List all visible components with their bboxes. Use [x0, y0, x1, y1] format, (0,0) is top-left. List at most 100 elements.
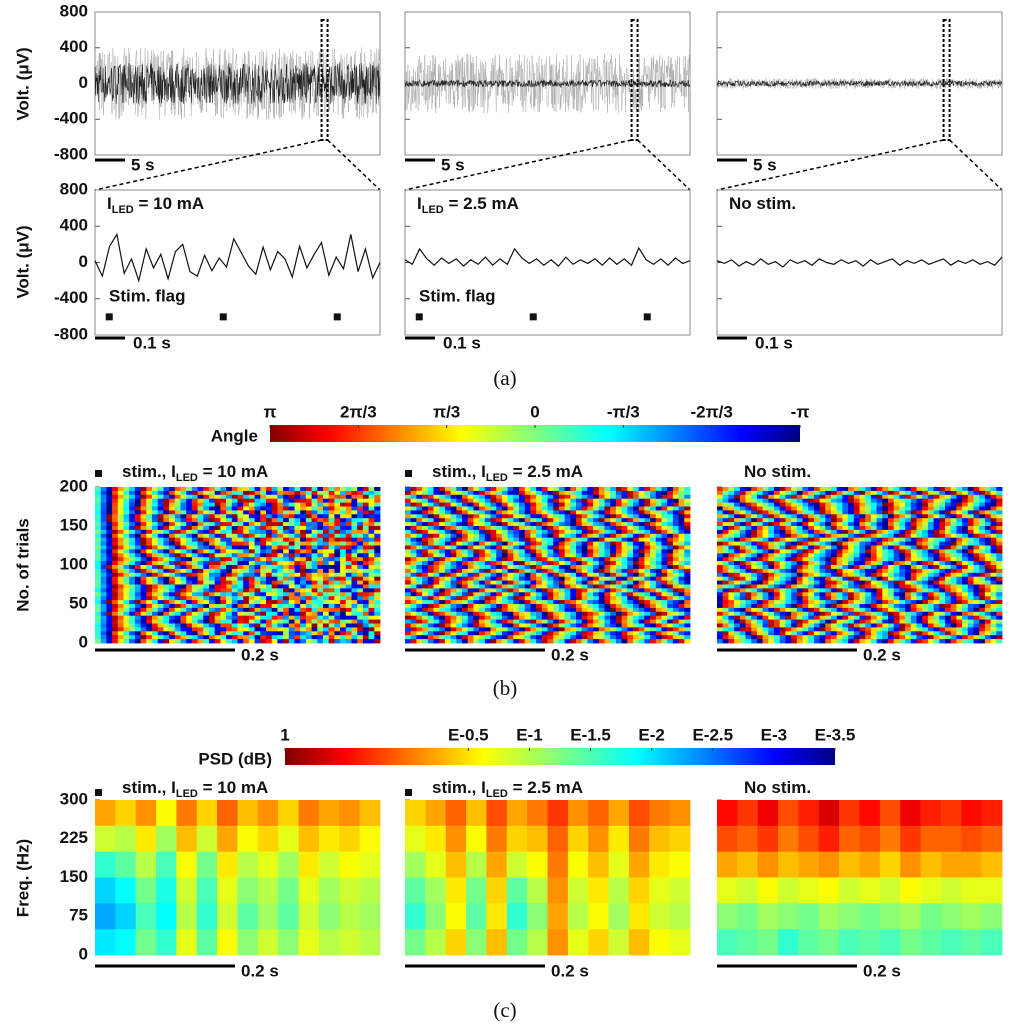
phase-cell: [231, 526, 238, 531]
phase-cell: [351, 514, 358, 519]
phase-cell: [501, 502, 508, 507]
phase-cell: [615, 545, 622, 550]
phase-cell: [146, 639, 153, 644]
phase-cell: [973, 514, 980, 519]
phase-cell: [163, 502, 170, 507]
phase-cell: [174, 529, 181, 535]
phase-cell: [615, 580, 622, 585]
phase-cell: [197, 518, 204, 523]
phase-cell: [524, 565, 531, 570]
phase-cell: [163, 506, 170, 511]
phase-cell: [933, 541, 940, 546]
phase-cell: [507, 529, 514, 535]
phase-cell: [722, 545, 729, 550]
phase-cell: [106, 588, 113, 593]
phase-cell: [791, 494, 798, 500]
phase-cell: [100, 557, 107, 562]
phase-cell: [796, 498, 803, 503]
phase-cell: [984, 533, 991, 539]
phase-cell: [368, 537, 375, 542]
phase-cell: [456, 557, 463, 562]
phase-cell: [684, 623, 691, 628]
phase-cell: [779, 522, 786, 527]
phase-cell: [439, 580, 446, 585]
phase-cell: [553, 561, 560, 566]
phase-cell: [368, 576, 375, 581]
phase-cell: [169, 533, 176, 539]
phase-cell: [305, 510, 312, 515]
phase-cell: [305, 592, 312, 597]
phase-cell: [627, 561, 634, 566]
phase-cell: [604, 615, 611, 620]
phase-cell: [564, 596, 571, 601]
phase-cell: [831, 541, 838, 546]
phase-cell: [456, 627, 463, 632]
phase-cell: [271, 596, 278, 601]
phase-cell: [433, 584, 440, 589]
phase-cell: [496, 607, 503, 613]
phase-cell: [427, 494, 434, 500]
phase-cell: [323, 615, 330, 620]
phase-cell: [203, 514, 210, 519]
phase-cell: [266, 623, 273, 628]
phase-cell: [633, 537, 640, 542]
phase-cell: [661, 623, 668, 628]
phase-cell: [627, 490, 634, 496]
phase-cell: [311, 639, 318, 644]
phase-cell: [945, 537, 952, 542]
phase-cell: [248, 490, 255, 496]
phase-cell: [728, 549, 735, 554]
phase-cell: [524, 545, 531, 550]
phase-cell: [910, 502, 917, 507]
phase-cell: [311, 565, 318, 570]
phase-cell: [106, 549, 113, 554]
phase-cell: [615, 553, 622, 558]
phase-cell: [362, 557, 369, 562]
phase-cell: [615, 619, 622, 624]
phase-cell: [990, 537, 997, 542]
phase-cell: [882, 549, 889, 554]
phase-cell: [410, 592, 417, 597]
phase-cell: [627, 584, 634, 589]
phase-cell: [277, 639, 284, 644]
phase-cell: [129, 631, 136, 636]
phase-cell: [717, 537, 724, 542]
scale-bar-label: 5 s: [441, 155, 465, 174]
phase-cell: [427, 619, 434, 624]
phase-cell: [633, 584, 640, 589]
phase-cell: [140, 580, 147, 585]
phase-cell: [519, 604, 526, 609]
phase-cell: [501, 561, 508, 566]
phase-cell: [197, 537, 204, 542]
phase-cell: [853, 502, 860, 507]
phase-cell: [100, 592, 107, 597]
phase-cell: [180, 553, 187, 558]
phase-cell: [450, 592, 457, 597]
phase-cell: [785, 498, 792, 503]
phase-cell: [507, 623, 514, 628]
phase-cell: [638, 635, 645, 640]
phase-cell: [340, 561, 347, 566]
phase-cell: [745, 526, 752, 531]
phase-cell: [678, 502, 685, 507]
phase-cell: [802, 526, 809, 531]
phase-cell: [100, 541, 107, 546]
phase-cell: [450, 631, 457, 636]
phase-cell: [106, 506, 113, 511]
y-tick-label: 50: [69, 593, 88, 612]
phase-cell: [536, 545, 543, 550]
phase-cell: [779, 529, 786, 535]
phase-cell: [300, 541, 307, 546]
phase-cell: [610, 529, 617, 535]
phase-cell: [484, 494, 491, 500]
phase-cell: [288, 568, 295, 574]
phase-cell: [220, 592, 227, 597]
zoom-line: [949, 139, 1003, 191]
phase-cell: [323, 494, 330, 500]
phase-cell: [501, 584, 508, 589]
phase-cell: [191, 490, 198, 496]
phase-cell: [479, 565, 486, 570]
phase-cell: [123, 487, 130, 492]
phase-cell: [541, 514, 548, 519]
phase-cell: [351, 611, 358, 617]
